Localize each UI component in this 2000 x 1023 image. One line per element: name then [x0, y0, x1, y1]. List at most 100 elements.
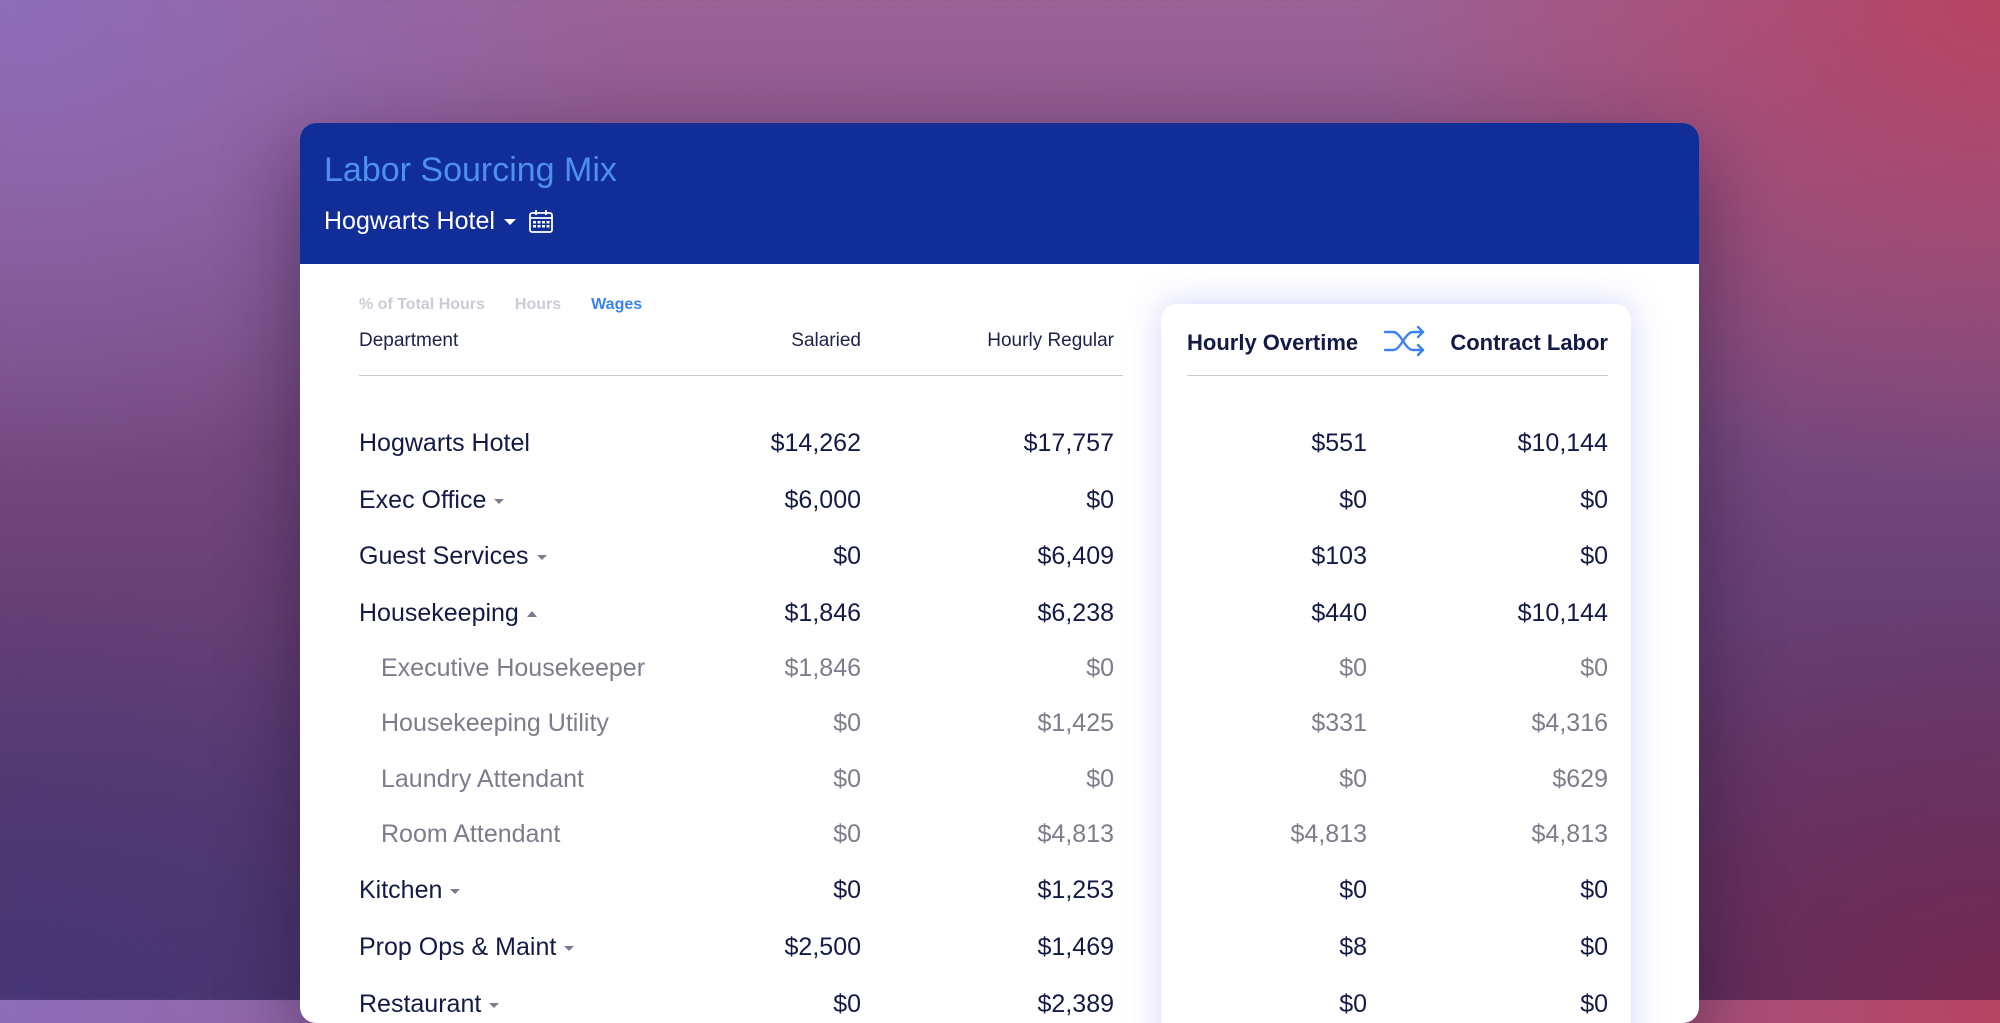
contract-labor-value: $4,316: [1531, 709, 1608, 737]
salaried-value: $0: [833, 542, 861, 570]
table-subrow: Laundry Attendant $0 $0 $0 $629: [300, 759, 1699, 799]
department-label: Kitchen: [359, 876, 443, 904]
hourly-regular-value: $17,757: [1023, 429, 1114, 457]
column-header-hourly-overtime: Hourly Overtime: [1187, 330, 1359, 355]
card-header: Labor Sourcing Mix Hogwarts Hotel: [300, 123, 1699, 264]
table-subrow: Housekeeping Utility $0 $1,425 $331 $4,316: [300, 703, 1699, 743]
table-row[interactable]: Prop Ops & Maint $2,500 $1,469 $8 $0: [300, 927, 1699, 967]
department-name[interactable]: Exec Office: [359, 480, 505, 520]
contract-labor-value: $0: [1580, 486, 1608, 514]
hourly-regular-value: $6,238: [1037, 599, 1114, 627]
hourly-overtime-value: $0: [1339, 654, 1367, 682]
tab-percent-total-hours[interactable]: % of Total Hours: [359, 296, 485, 313]
hourly-regular-value: $1,469: [1037, 933, 1114, 961]
hourly-regular-value: $6,409: [1037, 542, 1114, 570]
hourly-overtime-value: $4,813: [1290, 820, 1367, 848]
table-row[interactable]: Guest Services $0 $6,409 $103 $0: [300, 536, 1699, 576]
column-header-hourly-regular: Hourly Regular: [987, 330, 1114, 351]
chevron-down-icon[interactable]: [503, 218, 516, 225]
department-label: Housekeeping Utility: [381, 709, 609, 737]
contract-labor-value: $0: [1580, 654, 1608, 682]
hourly-overtime-value: $8: [1339, 933, 1367, 961]
contract-labor-value: $10,144: [1517, 429, 1608, 457]
column-header-salaried: Salaried: [791, 330, 861, 351]
chevron-down-icon[interactable]: [450, 888, 461, 894]
department-label: Laundry Attendant: [381, 765, 584, 793]
table-row[interactable]: Hogwarts Hotel $14,262 $17,757 $551 $10,144: [300, 423, 1699, 463]
department-label: Hogwarts Hotel: [359, 429, 530, 457]
department-name[interactable]: Housekeeping: [359, 593, 537, 633]
tab-hours[interactable]: Hours: [514, 296, 562, 313]
contract-labor-value: $0: [1580, 542, 1608, 570]
tab-wages[interactable]: Wages: [591, 296, 643, 313]
salaried-value: $0: [833, 765, 861, 793]
salaried-value: $0: [833, 820, 861, 848]
subdepartment-name: Room Attendant: [381, 814, 560, 854]
hourly-overtime-value: $551: [1311, 429, 1367, 457]
property-selector[interactable]: Hogwarts Hotel: [324, 207, 554, 236]
chevron-down-icon[interactable]: [564, 945, 575, 951]
chevron-down-icon[interactable]: [536, 554, 547, 560]
salaried-value: $6,000: [784, 486, 861, 514]
hourly-overtime-value: $0: [1339, 765, 1367, 793]
column-header-contract-labor: Contract Labor: [1450, 330, 1608, 355]
department-label: Room Attendant: [381, 820, 561, 848]
contract-labor-value: $629: [1552, 765, 1608, 793]
subdepartment-name: Laundry Attendant: [381, 759, 584, 799]
contract-labor-value: $0: [1580, 990, 1608, 1018]
salaried-value: $14,262: [770, 429, 861, 457]
hourly-regular-value: $2,389: [1037, 990, 1114, 1018]
department-name[interactable]: Hogwarts Hotel: [359, 423, 530, 463]
table-row[interactable]: Kitchen $0 $1,253 $0 $0: [300, 870, 1699, 910]
department-name[interactable]: Kitchen: [359, 870, 461, 910]
hourly-overtime-value: $0: [1339, 486, 1367, 514]
chevron-down-icon[interactable]: [489, 1002, 500, 1008]
highlight-panel: [1161, 304, 1631, 1023]
contract-labor-value: $0: [1580, 876, 1608, 904]
chevron-up-icon[interactable]: [526, 611, 537, 618]
hourly-overtime-value: $440: [1311, 599, 1367, 627]
calendar-icon[interactable]: [528, 209, 554, 235]
hourly-regular-value: $0: [1086, 486, 1114, 514]
hourly-overtime-value: $0: [1339, 876, 1367, 904]
contract-labor-value: $10,144: [1517, 599, 1608, 627]
hourly-overtime-value: $0: [1339, 990, 1367, 1018]
metric-tabs: % of Total Hours Hours Wages: [359, 296, 642, 314]
salaried-value: $1,846: [784, 654, 861, 682]
table-header-divider: [359, 375, 1123, 376]
department-label: Prop Ops & Maint: [359, 933, 557, 961]
column-header-department: Department: [359, 330, 459, 351]
table-subrow: Room Attendant $0 $4,813 $4,813 $4,813: [300, 814, 1699, 854]
table-row[interactable]: Restaurant $0 $2,389 $0 $0: [300, 984, 1699, 1023]
shuffle-icon[interactable]: [1383, 325, 1427, 357]
hourly-regular-value: $0: [1086, 654, 1114, 682]
subdepartment-name: Executive Housekeeper: [381, 648, 645, 688]
contract-labor-value: $4,813: [1531, 820, 1608, 848]
salaried-value: $0: [833, 876, 861, 904]
table-subrow: Executive Housekeeper $1,846 $0 $0 $0: [300, 648, 1699, 688]
card-title: Labor Sourcing Mix: [324, 151, 617, 189]
department-name[interactable]: Guest Services: [359, 536, 547, 576]
department-name[interactable]: Restaurant: [359, 984, 500, 1023]
department-label: Housekeeping: [359, 599, 519, 627]
department-label: Executive Housekeeper: [381, 654, 646, 682]
salaried-value: $2,500: [784, 933, 861, 961]
department-name[interactable]: Prop Ops & Maint: [359, 927, 575, 967]
chevron-down-icon[interactable]: [494, 498, 505, 504]
salaried-value: $1,846: [784, 599, 861, 627]
hourly-regular-value: $4,813: [1037, 820, 1114, 848]
department-label: Exec Office: [359, 486, 487, 514]
contract-labor-value: $0: [1580, 933, 1608, 961]
hourly-regular-value: $0: [1086, 765, 1114, 793]
table-row[interactable]: Housekeeping $1,846 $6,238 $440 $10,144: [300, 593, 1699, 633]
panel-header-divider: [1187, 375, 1608, 376]
department-label: Restaurant: [359, 990, 482, 1018]
labor-sourcing-mix-card: Labor Sourcing Mix Hogwarts Hotel % of T…: [300, 123, 1699, 1023]
subdepartment-name: Housekeeping Utility: [381, 703, 609, 743]
table-row[interactable]: Exec Office $6,000 $0 $0 $0: [300, 480, 1699, 520]
salaried-value: $0: [833, 990, 861, 1018]
hourly-regular-value: $1,253: [1037, 876, 1114, 904]
property-name[interactable]: Hogwarts Hotel: [324, 207, 495, 235]
hourly-regular-value: $1,425: [1037, 709, 1114, 737]
salaried-value: $0: [833, 709, 861, 737]
